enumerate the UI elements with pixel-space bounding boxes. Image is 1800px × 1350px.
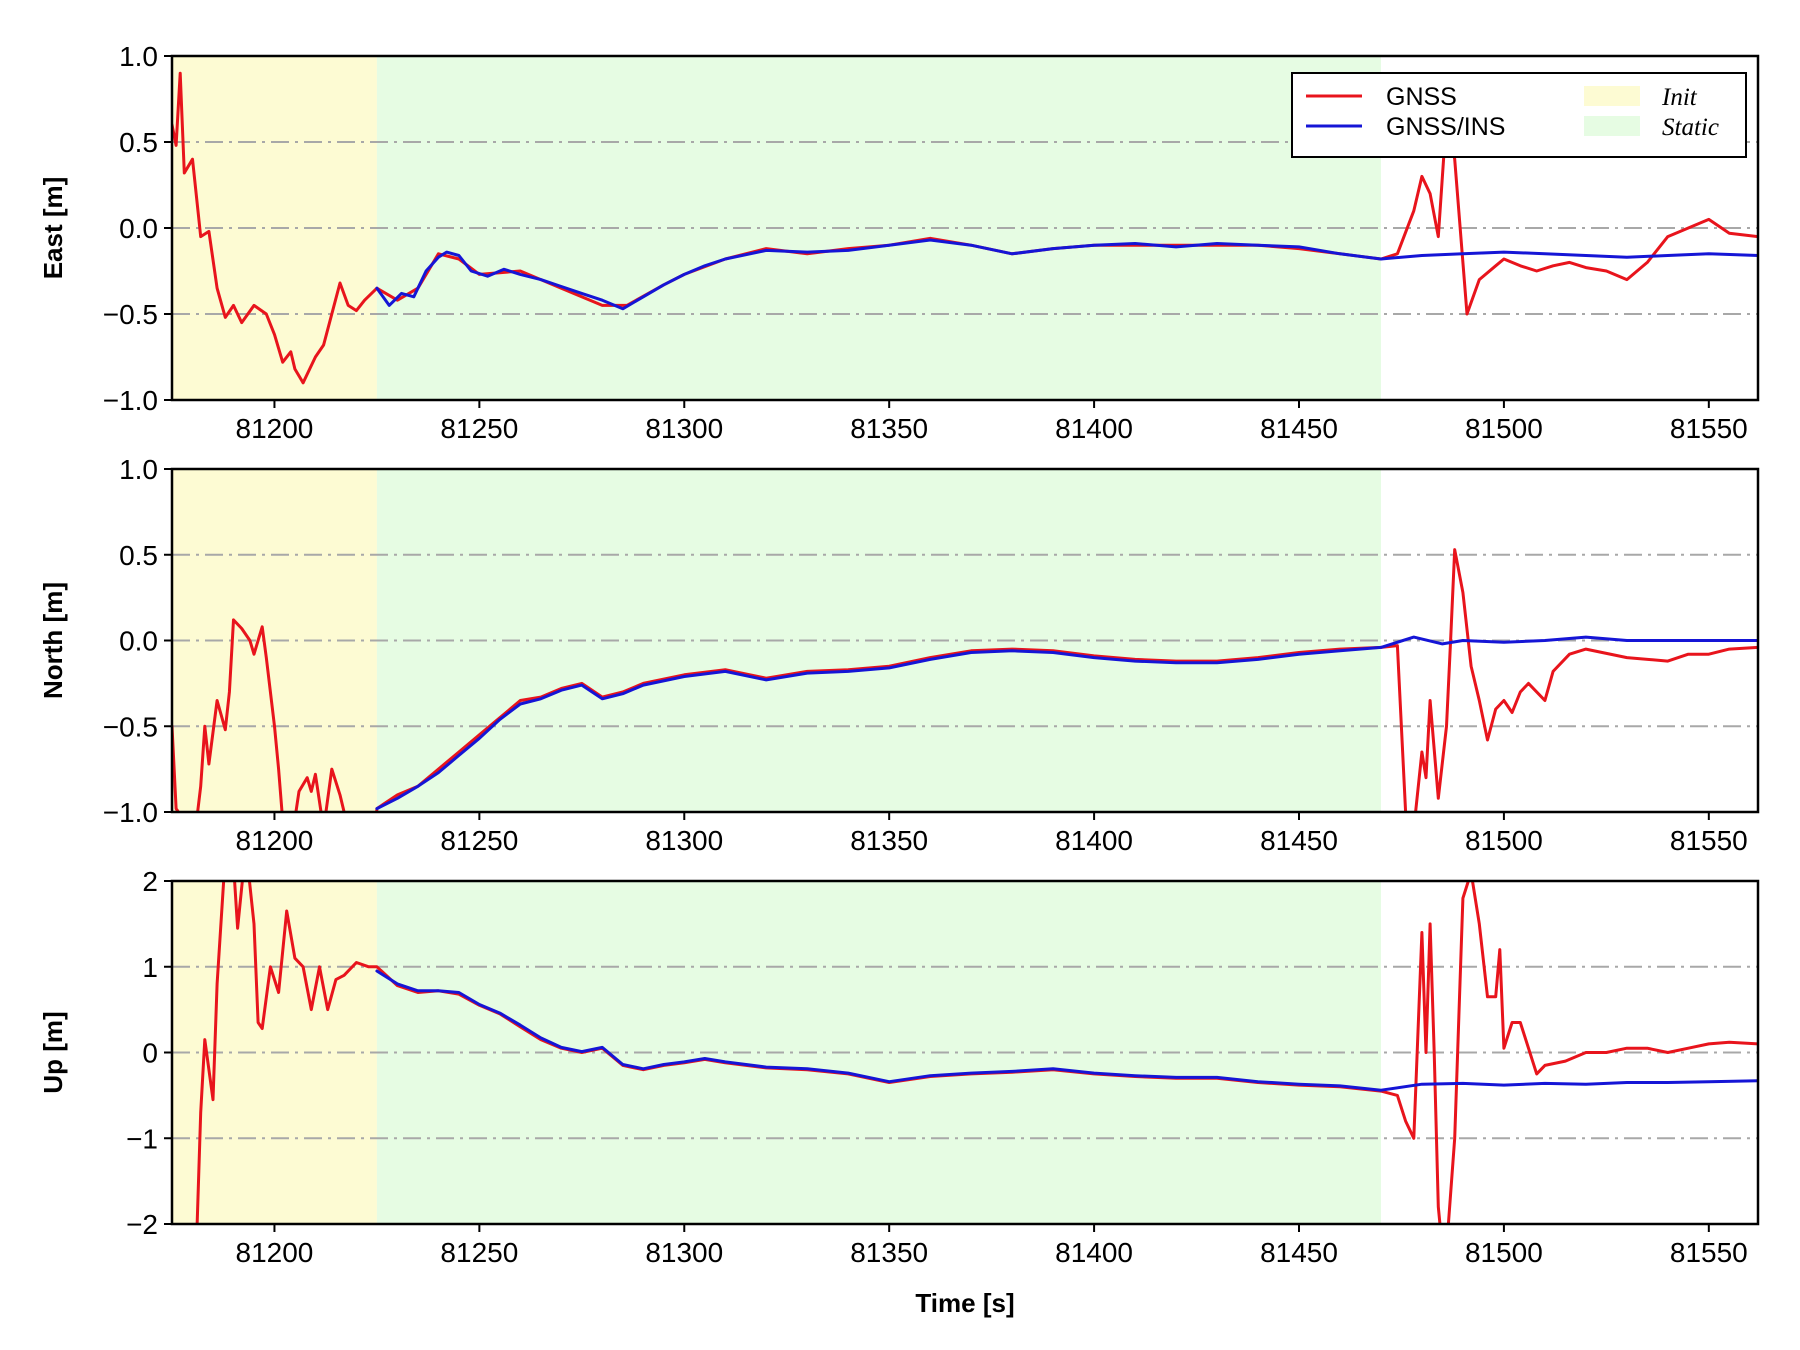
y-tick-label: −2 (126, 1209, 158, 1240)
y-tick-label: −0.5 (103, 299, 158, 330)
y-tick-label: 0.5 (119, 127, 158, 158)
y-axis-label: North [m] (38, 582, 68, 699)
y-tick-label: 1 (142, 952, 158, 983)
x-tick-label: 81400 (1055, 825, 1133, 856)
series-group (172, 71, 1758, 385)
y-tick-label: 1.0 (119, 454, 158, 485)
x-tick-label: 81250 (440, 825, 518, 856)
series-line-gnss (172, 548, 1758, 812)
series-group (172, 548, 1758, 812)
x-tick-label: 81450 (1260, 825, 1338, 856)
panel-up-m: 2 1 0 −1 −2 81200 81250 81300 81350 81400 81450 815… (38, 866, 1760, 1268)
x-tick-label: 81350 (850, 825, 928, 856)
x-tick-label: 81350 (850, 1237, 928, 1268)
x-tick-label: 81200 (236, 1237, 314, 1268)
x-tick-label: 81300 (645, 825, 723, 856)
x-tick-label: 81400 (1055, 1237, 1133, 1268)
y-tick-label: 1.0 (119, 41, 158, 72)
y-tick-label: 0.5 (119, 540, 158, 571)
legend-label-gnss-ins: GNSS/INS (1386, 113, 1505, 141)
y-axis-label: East [m] (38, 177, 68, 280)
x-tick-label: 81200 (236, 825, 314, 856)
y-tick-label: −1 (126, 1123, 158, 1154)
legend-swatch-static (1584, 116, 1640, 136)
x-tick-label: 81450 (1260, 1237, 1338, 1268)
y-tick-label: 2 (142, 866, 158, 897)
y-tick-label: 0 (142, 1038, 158, 1069)
x-tick-label: 81500 (1465, 413, 1543, 444)
y-axis-label: Up [m] (38, 1011, 68, 1093)
panel-east-m: 1.0 0.5 0.0 −0.5 −1.0 81200 81250 81300 81350 814… (38, 41, 1760, 444)
series-line-gnss (172, 71, 1758, 385)
x-tick-label: 81350 (850, 413, 928, 444)
x-tick-label: 81200 (236, 413, 314, 444)
y-tick-label: −0.5 (103, 711, 158, 742)
x-tick-label: 81500 (1465, 1237, 1543, 1268)
series-group (195, 881, 1758, 1224)
panels: 1.0 0.5 0.0 −0.5 −1.0 81200 81250 81300 81350 814… (38, 41, 1760, 1268)
panel-north-m: 1.0 0.5 0.0 −0.5 −1.0 81200 81250 81300 81350 814… (38, 454, 1760, 856)
legend-label-static: Static (1662, 114, 1719, 141)
x-tick-label: 81300 (645, 413, 723, 444)
x-tick-label: 81250 (440, 1237, 518, 1268)
legend-box (1291, 72, 1747, 158)
x-tick-label: 81500 (1465, 825, 1543, 856)
x-tick-label: 81550 (1670, 1237, 1748, 1268)
x-axis-label: Time [s] (915, 1288, 1014, 1318)
x-tick-label: 81550 (1670, 413, 1748, 444)
y-tick-label: −1.0 (103, 797, 158, 828)
legend-label-init: Init (1661, 84, 1698, 111)
x-tick-label: 81300 (645, 1237, 723, 1268)
series-line-gnss-ins (375, 969, 1758, 1092)
x-tick-label: 81250 (440, 413, 518, 444)
legend-label-gnss: GNSS (1386, 83, 1457, 111)
series-line-gnss-ins (375, 635, 1758, 811)
x-tick-label: 81550 (1670, 825, 1748, 856)
x-tick-label: 81400 (1055, 413, 1133, 444)
series-line-gnss-ins (375, 238, 1758, 311)
legend: GNSS GNSS/INS Init Static (1291, 72, 1747, 158)
y-tick-label: −1.0 (103, 385, 158, 416)
y-tick-label: 0.0 (119, 213, 158, 244)
legend-swatch-init (1584, 86, 1640, 106)
y-tick-label: 0.0 (119, 626, 158, 657)
x-tick-label: 81450 (1260, 413, 1338, 444)
